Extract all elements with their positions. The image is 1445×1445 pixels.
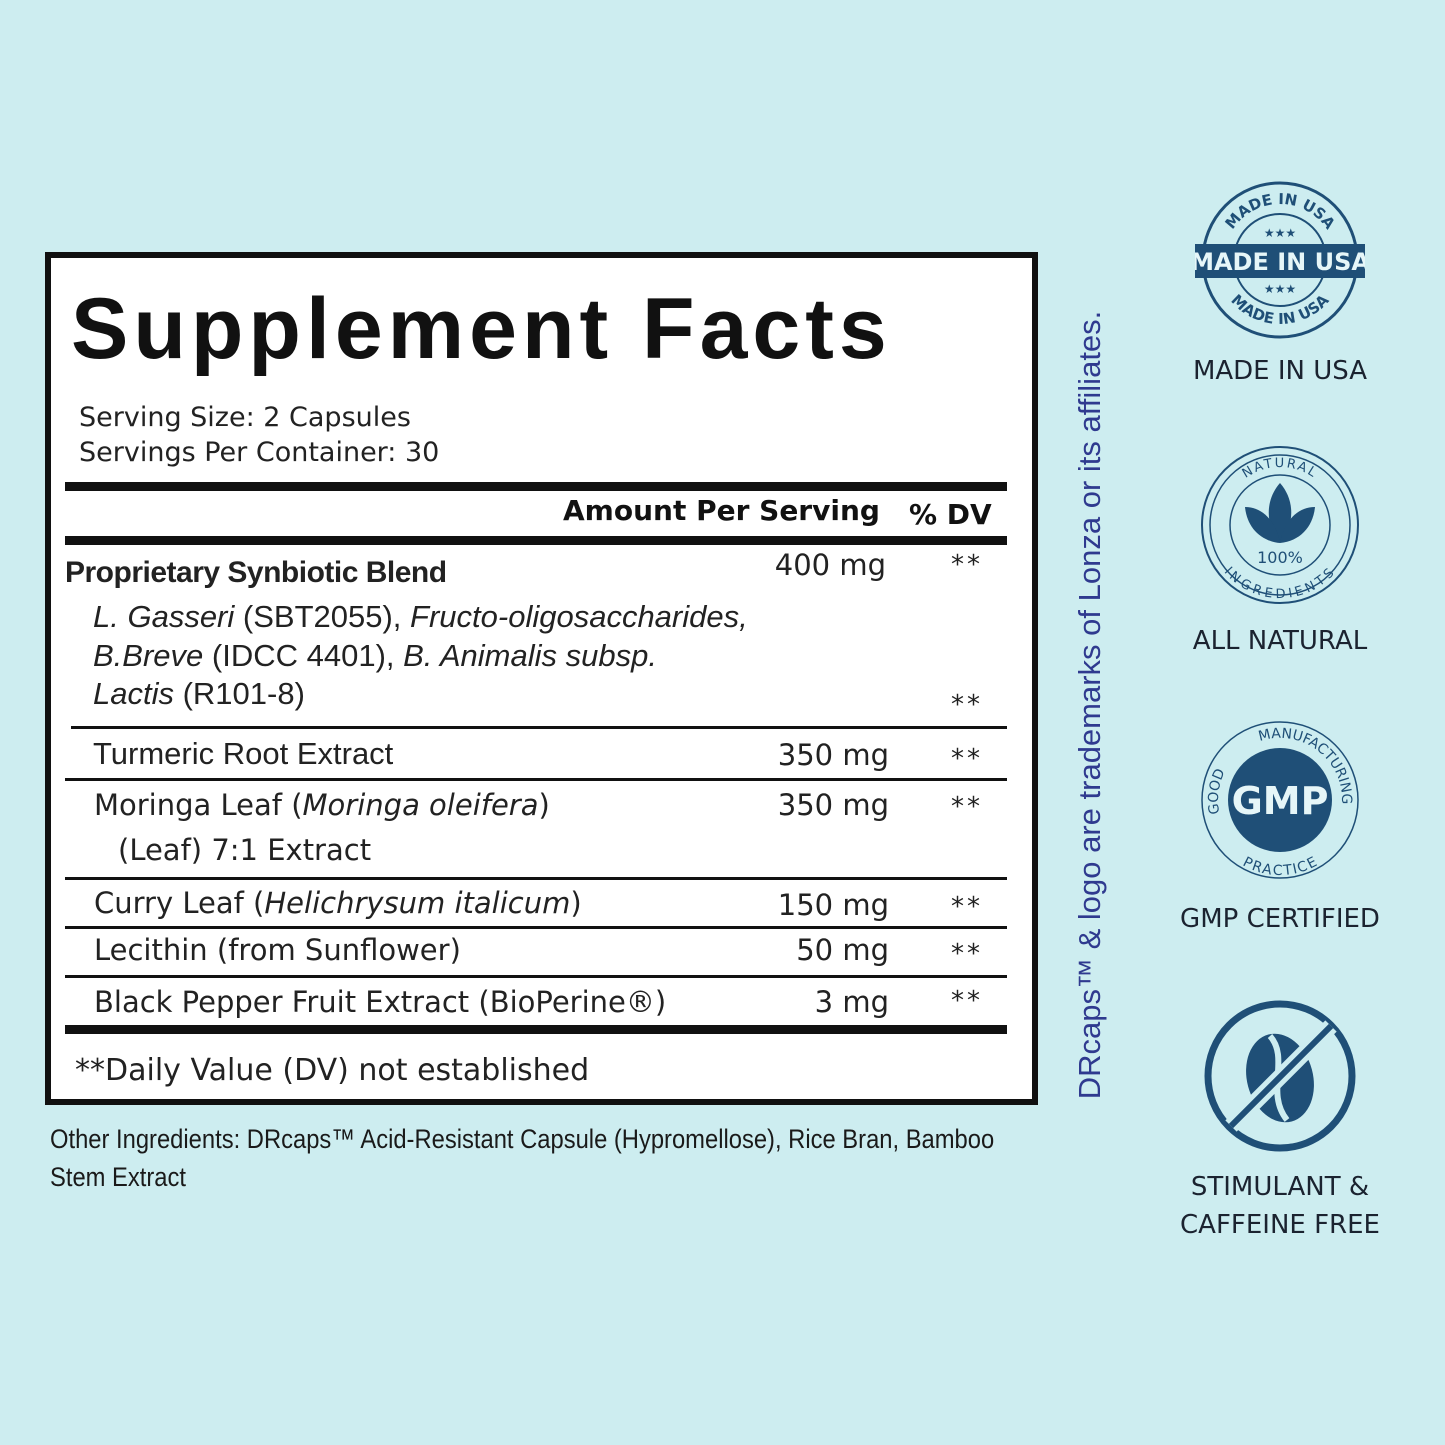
ingredient-name: Black Pepper Fruit Extract (BioPerine®) [94, 985, 667, 1019]
divider [65, 926, 1007, 929]
divider [65, 778, 1007, 781]
svg-text:PRACTICE: PRACTICE [1240, 854, 1320, 879]
svg-text:NATURAL: NATURAL [1240, 456, 1321, 482]
ingredient-dv: ** [951, 744, 983, 774]
divider [71, 726, 1007, 729]
trademark-notice: DRcaps™ & logo are trademarks of Lonza o… [1072, 310, 1107, 1100]
ingredient-name-line2: (Leaf) 7:1 Extract [118, 833, 372, 867]
ingredient-name: Lecithin (from Sunflower) [94, 933, 461, 967]
svg-text:GOOD: GOOD [1206, 766, 1229, 815]
svg-text:100%: 100% [1257, 548, 1303, 567]
badge-label: GMP CERTIFIED [1180, 904, 1380, 934]
ingredient-name: Turmeric Root Extract [93, 736, 394, 771]
ingredient-name: Moringa Leaf (Moringa oleifera) [94, 788, 550, 822]
divider [65, 975, 1007, 978]
blend-sub-line: L. Gasseri (SBT2055), Fructo-oligosaccha… [93, 599, 748, 634]
divider [65, 877, 1007, 880]
badge-label: STIMULANT & CAFFEINE FREE [1180, 1172, 1380, 1240]
header-dv: % DV [909, 498, 992, 531]
gmp-seal-icon: MANUFACTURING GOOD PRACTICE GMP [1201, 721, 1359, 879]
other-ingredients: Other Ingredients: DRcaps™ Acid-Resistan… [50, 1124, 995, 1192]
ingredient-amount: 400 mg [774, 548, 886, 582]
svg-text:★★★: ★★★ [1264, 226, 1296, 240]
ingredient-amount: 3 mg [814, 985, 889, 1019]
ingredient-name: Curry Leaf (Helichrysum italicum) [94, 886, 582, 920]
divider [65, 482, 1007, 491]
svg-text:MADE IN USA: MADE IN USA [1227, 291, 1332, 328]
panel-title: Supplement Facts [71, 281, 892, 377]
ingredient-name: Proprietary Synbiotic Blend [65, 556, 447, 589]
divider [65, 536, 1007, 545]
ingredient-dv: ** [951, 939, 983, 969]
natural-leaf-seal-icon: NATURAL INGREDIENTS 100% [1201, 446, 1359, 604]
ingredient-dv: ** [951, 892, 983, 922]
divider [65, 1025, 1007, 1034]
ingredient-amount: 150 mg [777, 888, 889, 922]
svg-text:INGREDIENTS: INGREDIENTS [1221, 564, 1339, 602]
svg-text:MADE IN USA: MADE IN USA [1195, 248, 1365, 276]
supplement-facts-panel: Supplement Facts Serving Size: 2 Capsule… [45, 252, 1038, 1105]
blend-sub-line: Lactis (R101-8) [93, 676, 305, 711]
svg-text:GMP: GMP [1232, 779, 1329, 823]
ingredient-dv: ** [951, 690, 983, 720]
ingredient-amount: 350 mg [777, 788, 889, 822]
badge-label: ALL NATURAL [1192, 626, 1368, 656]
ingredient-dv: ** [951, 792, 983, 822]
ingredient-amount: 350 mg [777, 738, 889, 772]
no-caffeine-bean-icon [1204, 1000, 1356, 1152]
svg-text:★★★: ★★★ [1264, 282, 1296, 296]
header-amount: Amount Per Serving [563, 494, 880, 527]
footnote: **Daily Value (DV) not established [75, 1053, 590, 1088]
ingredient-dv: ** [951, 550, 983, 580]
ingredient-amount: 50 mg [796, 933, 889, 967]
made-in-usa-seal-icon: MADE IN USA MADE IN USA ★★★ ★★★ MADE IN … [1195, 181, 1365, 339]
blend-sub-line: B.Breve (IDCC 4401), B. Animalis subsp. [93, 638, 657, 673]
serving-size: Serving Size: 2 Capsules [79, 402, 411, 433]
servings-per-container: Servings Per Container: 30 [79, 437, 440, 468]
badge-label: MADE IN USA [1192, 356, 1368, 386]
ingredient-dv: ** [951, 986, 983, 1016]
